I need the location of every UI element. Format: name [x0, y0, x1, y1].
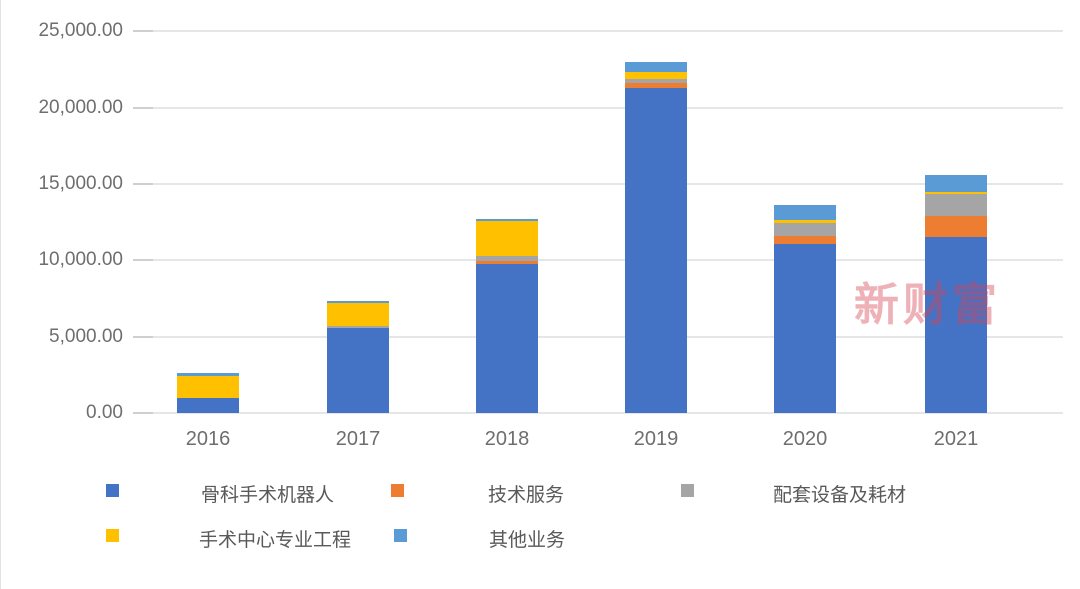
bar-2019: [625, 61, 687, 413]
gridline: [153, 106, 1063, 109]
gridline: [153, 412, 1063, 414]
y-axis-tick: [133, 30, 153, 33]
x-axis-label: 2018: [484, 428, 530, 450]
bar-segment: [476, 261, 538, 265]
bar-segment: [925, 216, 987, 238]
bar-segment: [327, 327, 389, 413]
legend-label: 其他业务: [489, 530, 566, 551]
bar-segment: [774, 219, 836, 223]
x-axis-label: 2020: [782, 428, 828, 450]
bar-segment: [925, 175, 987, 192]
bar-segment: [625, 61, 687, 72]
legend-label: 手术中心专业工程: [199, 530, 352, 551]
bar-segment: [476, 256, 538, 262]
bar-segment: [625, 82, 687, 88]
y-axis-tick: [133, 259, 153, 262]
bar-segment: [774, 243, 836, 413]
x-axis-label: 2021: [933, 428, 979, 450]
legend-swatch: [394, 529, 407, 542]
gridline: [153, 335, 1063, 338]
y-axis-tick: [133, 335, 153, 338]
bar-2021: [925, 175, 987, 413]
bar-2016: [177, 373, 239, 413]
bar-segment: [476, 221, 538, 257]
bar-segment: [625, 87, 687, 413]
bar-2018: [476, 218, 538, 413]
y-axis-label: 15,000.00: [38, 173, 123, 195]
gridline: [153, 30, 1063, 33]
bar-segment: [925, 192, 987, 194]
bar-segment: [774, 235, 836, 244]
legend-label: 骨科手术机器人: [201, 485, 335, 506]
bar-2017: [327, 301, 389, 413]
bar-segment: [177, 373, 239, 376]
bar-segment: [774, 205, 836, 220]
legend-label: 配套设备及耗材: [773, 485, 907, 506]
y-axis-label: 5,000.00: [49, 325, 123, 347]
bar-segment: [177, 375, 239, 398]
bar-2020: [774, 205, 836, 413]
bar-segment: [774, 222, 836, 236]
bar-segment: [327, 303, 389, 327]
bar-segment: [177, 397, 239, 413]
y-axis-label: 0.00: [86, 402, 123, 423]
bar-segment: [327, 301, 389, 304]
bar-segment: [925, 193, 987, 217]
x-axis-label: 2019: [633, 428, 679, 450]
gridline: [153, 259, 1063, 262]
bar-segment: [476, 264, 538, 413]
legend-swatch: [391, 484, 404, 497]
legend-swatch: [106, 484, 119, 497]
legend-swatch: [106, 529, 119, 542]
x-axis-label: 2017: [335, 428, 381, 450]
legend-swatch: [681, 484, 694, 497]
bar-segment: [625, 71, 687, 79]
gridline: [153, 183, 1063, 186]
x-axis-label: 2016: [185, 428, 231, 450]
bar-segment: [327, 326, 389, 328]
y-axis-tick: [133, 412, 153, 414]
legend-label: 技术服务: [488, 485, 565, 506]
y-axis-label: 25,000.00: [38, 20, 123, 42]
y-axis-label: 10,000.00: [38, 249, 123, 271]
y-axis-tick: [133, 106, 153, 109]
y-axis-tick: [133, 183, 153, 186]
bar-segment: [476, 218, 538, 222]
y-axis-label: 20,000.00: [38, 96, 123, 118]
bar-segment: [925, 237, 987, 413]
bar-segment: [625, 78, 687, 83]
